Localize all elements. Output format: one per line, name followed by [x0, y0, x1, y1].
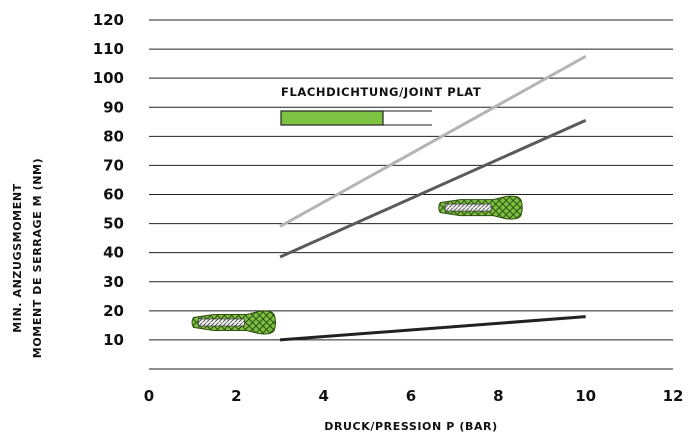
- y-tick-label: 40: [103, 244, 124, 262]
- y-tick-label: 80: [103, 127, 124, 145]
- x-tick-label: 0: [144, 387, 154, 405]
- y-tick-label: 70: [103, 156, 124, 174]
- x-axis-title: DRUCK/PRESSION P (BAR): [324, 420, 498, 433]
- y-tick-label: 90: [103, 98, 124, 116]
- series-line-3: [279, 55, 587, 228]
- hose-fitting-icon: [191, 310, 277, 335]
- x-tick-labels: 0 2 4 6 8 10 12: [144, 387, 684, 405]
- y-tick-label: 110: [93, 40, 124, 58]
- y-axis-title-line2: MOMENT DE SERRAGE M (NM): [31, 158, 44, 358]
- hose-fitting-thread: [444, 203, 492, 212]
- hose-fitting-thread: [198, 318, 245, 327]
- y-tick-label: 20: [103, 302, 124, 320]
- y-tick-label: 100: [93, 69, 124, 87]
- legend: FLACHDICHTUNG/JOINT PLAT: [280, 85, 481, 126]
- x-tick-label: 2: [231, 387, 241, 405]
- x-tick-label: 8: [493, 387, 503, 405]
- markers: [191, 195, 523, 335]
- y-tick-label: 60: [103, 186, 124, 204]
- y-tick-label: 120: [93, 11, 124, 29]
- y-axis-title-line1: MIN. ANZUGSMOMENT: [11, 183, 24, 333]
- x-tick-label: 4: [318, 387, 328, 405]
- legend-label: FLACHDICHTUNG/JOINT PLAT: [281, 85, 481, 99]
- series-line-2: [279, 118, 587, 259]
- y-tick-label: 50: [103, 215, 124, 233]
- y-tick-labels: 10 20 30 40 50 60 70 80 90 100 110 120: [93, 11, 124, 349]
- series-line-1: [279, 315, 586, 342]
- y-tick-label: 30: [103, 273, 124, 291]
- series-lines: [279, 55, 587, 342]
- x-tick-label: 6: [406, 387, 416, 405]
- legend-swatch: [280, 110, 384, 126]
- x-tick-label: 10: [575, 387, 596, 405]
- y-tick-label: 10: [103, 331, 124, 349]
- hose-fitting-icon: [438, 195, 523, 220]
- gridlines: [149, 19, 673, 341]
- x-tick-label: 12: [663, 387, 684, 405]
